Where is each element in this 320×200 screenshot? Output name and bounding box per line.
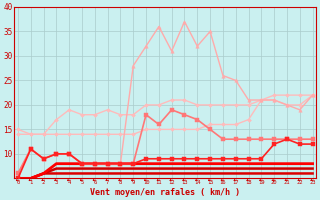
X-axis label: Vent moyen/en rafales ( km/h ): Vent moyen/en rafales ( km/h ) bbox=[90, 188, 240, 197]
